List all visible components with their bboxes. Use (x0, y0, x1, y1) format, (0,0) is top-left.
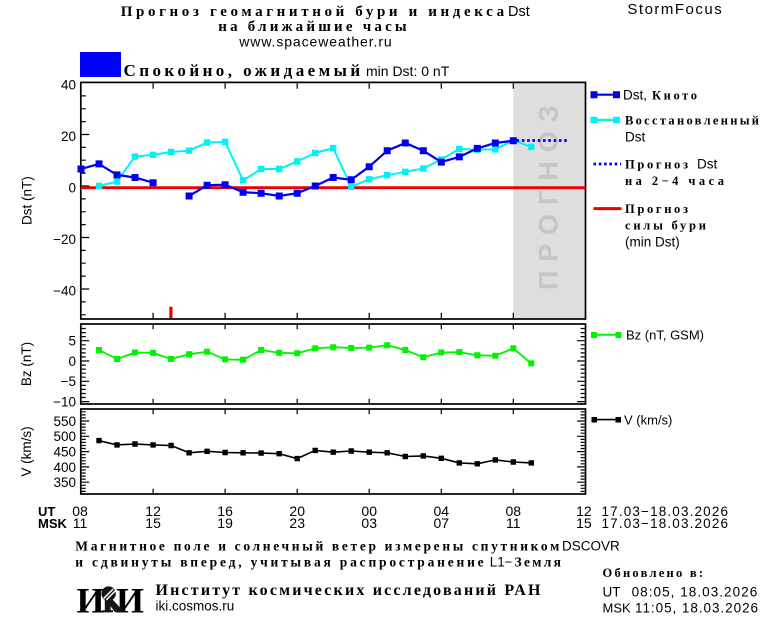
svg-text:00: 00 (361, 503, 377, 519)
svg-text:(min Dst): (min Dst) (625, 234, 680, 249)
svg-text:Dst: Dst (508, 4, 530, 20)
svg-text:UT: UT (603, 585, 621, 600)
svg-text:17.03−18.03.2026: 17.03−18.03.2026 (602, 516, 730, 531)
svg-text:Dst: Dst (625, 130, 645, 145)
svg-text:−40: −40 (53, 283, 76, 298)
svg-text:400: 400 (53, 460, 76, 475)
svg-text:ПРОГНОЗ: ПРОГНОЗ (534, 96, 564, 290)
svg-text:MSK: MSK (603, 600, 632, 615)
svg-text:450: 450 (53, 445, 76, 460)
svg-text:И: И (77, 580, 105, 620)
svg-text:15: 15 (145, 515, 161, 531)
svg-text:20: 20 (289, 503, 305, 519)
svg-text:16: 16 (217, 503, 233, 519)
svg-text:min Dst: 0 nT: min Dst: 0 nT (366, 63, 450, 79)
svg-text:19: 19 (217, 515, 233, 531)
svg-text:0: 0 (68, 354, 76, 369)
svg-text:Dst: Dst (697, 157, 717, 172)
svg-text:08: 08 (72, 503, 88, 519)
svg-text:Спокойно, ожидаемый: Спокойно, ожидаемый (124, 61, 364, 80)
svg-text:Dst (nT): Dst (nT) (20, 176, 35, 225)
svg-text:11: 11 (506, 515, 521, 531)
svg-text:07: 07 (434, 515, 450, 531)
svg-text:5: 5 (68, 334, 76, 349)
svg-text:UT: UT (38, 504, 55, 519)
svg-text:11:05, 18.03.2026: 11:05, 18.03.2026 (635, 600, 759, 615)
svg-text:500: 500 (53, 429, 76, 444)
svg-text:Киото: Киото (652, 88, 700, 102)
svg-text:и сдвинуты вперед, учитывая ра: и сдвинуты вперед, учитывая распростране… (75, 554, 486, 569)
svg-text:И: И (116, 580, 144, 620)
svg-text:на 2−4 часа: на 2−4 часа (625, 174, 727, 188)
svg-text:Прогноз геомагнитной бури и ин: Прогноз геомагнитной бури и индекса (121, 4, 508, 20)
svg-text:DSCOVR: DSCOVR (562, 538, 620, 553)
svg-text:Восстановленный: Восстановленный (625, 114, 760, 128)
svg-text:V (km/s): V (km/s) (19, 426, 34, 476)
svg-text:Прогноз: Прогноз (625, 158, 691, 172)
svg-text:Bz (nT): Bz (nT) (19, 342, 34, 386)
svg-text:StormFocus: StormFocus (627, 1, 723, 18)
svg-text:350: 350 (53, 475, 76, 490)
svg-text:Обновлено в:: Обновлено в: (603, 566, 706, 580)
svg-text:−5: −5 (61, 374, 76, 389)
svg-text:0: 0 (68, 180, 76, 195)
svg-text:12: 12 (145, 503, 161, 519)
svg-text:−Земля: −Земля (505, 554, 564, 569)
svg-text:08:05, 18.03.2026: 08:05, 18.03.2026 (632, 585, 759, 600)
svg-text:L1: L1 (490, 554, 505, 569)
svg-text:Dst,: Dst, (623, 87, 647, 102)
svg-text:17.03−18.03.2026: 17.03−18.03.2026 (602, 504, 730, 519)
svg-text:20: 20 (61, 129, 76, 144)
svg-text:04: 04 (434, 503, 450, 519)
svg-text:08: 08 (506, 503, 522, 519)
svg-text:Bz (nT, GSM): Bz (nT, GSM) (626, 328, 704, 343)
svg-text:силы бури: силы бури (625, 219, 709, 233)
svg-text:www.spaceweather.ru: www.spaceweather.ru (238, 33, 392, 49)
svg-text:Магнитное поле и солнечный вет: Магнитное поле и солнечный ветер измерен… (75, 538, 562, 553)
svg-text:12: 12 (576, 503, 592, 519)
svg-text:Прогноз: Прогноз (625, 202, 691, 216)
svg-text:40: 40 (61, 77, 76, 92)
svg-text:−10: −10 (53, 395, 76, 410)
svg-text:V (km/s): V (km/s) (624, 412, 672, 427)
svg-text:−20: −20 (53, 232, 76, 247)
svg-text:на ближайшие часы: на ближайшие часы (218, 19, 410, 35)
svg-text:550: 550 (53, 414, 76, 429)
svg-text:23: 23 (289, 515, 305, 531)
svg-text:iki.cosmos.ru: iki.cosmos.ru (156, 599, 235, 614)
svg-text:MSK: MSK (38, 516, 68, 531)
svg-text:15: 15 (576, 515, 592, 531)
svg-text:11: 11 (73, 515, 88, 531)
svg-text:Институт космических исследова: Институт космических исследований РАН (156, 582, 543, 599)
svg-text:03: 03 (361, 515, 377, 531)
